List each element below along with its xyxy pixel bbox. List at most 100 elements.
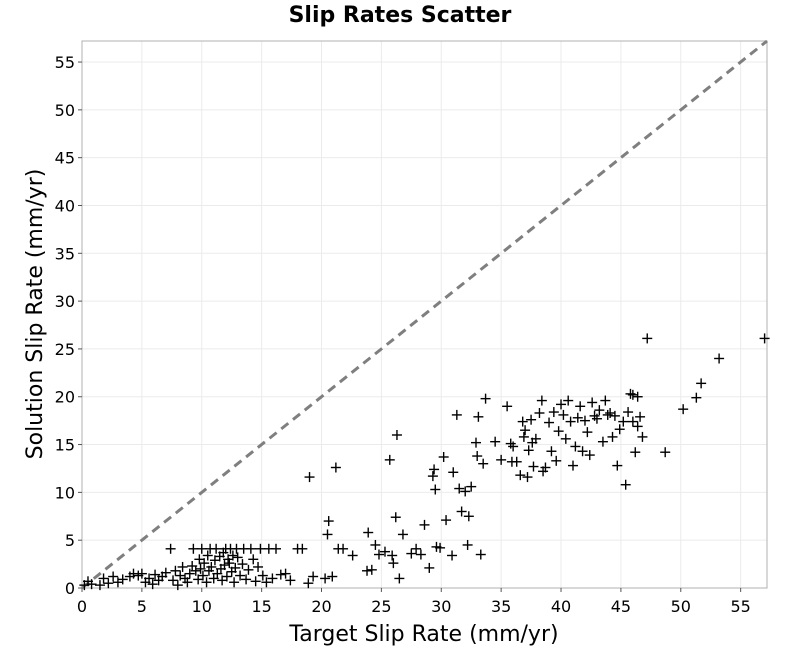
data-point — [577, 446, 588, 457]
data-point — [560, 433, 571, 444]
reference-line — [81, 39, 768, 590]
data-point — [160, 567, 171, 578]
data-point — [567, 460, 578, 471]
x-tick-label: 0 — [77, 597, 87, 616]
data-point — [429, 464, 440, 475]
data-point — [370, 539, 381, 550]
y-tick-label: 25 — [55, 340, 75, 359]
data-point — [575, 401, 586, 412]
data-point — [607, 431, 618, 442]
data-point — [627, 389, 638, 400]
data-point — [363, 527, 374, 538]
data-point — [438, 451, 449, 462]
y-tick-label: 55 — [55, 53, 75, 72]
data-point — [451, 409, 462, 420]
data-point — [526, 414, 537, 425]
data-point — [411, 543, 422, 554]
data-point — [373, 549, 384, 560]
data-point — [587, 397, 598, 408]
x-tick-label: 35 — [491, 597, 511, 616]
data-point — [551, 455, 562, 466]
y-axis-ticks: 0 5 10 15 20 25 30 35 40 45 50 55 — [55, 53, 82, 598]
data-point — [211, 543, 222, 554]
data-point — [602, 409, 613, 420]
data-point — [172, 580, 183, 591]
data-point — [546, 446, 557, 457]
data-point — [660, 447, 671, 458]
data-point — [490, 436, 501, 447]
data-point — [241, 574, 252, 585]
data-point — [419, 519, 430, 530]
data-point — [248, 554, 259, 565]
data-point — [518, 431, 529, 442]
data-point — [330, 462, 341, 473]
y-tick-label: 10 — [55, 483, 75, 502]
x-tick-label: 50 — [671, 597, 691, 616]
x-tick-label: 45 — [611, 597, 631, 616]
data-point — [609, 410, 620, 421]
data-point — [582, 427, 593, 438]
data-point — [612, 460, 623, 471]
data-point — [430, 484, 441, 495]
y-tick-label: 20 — [55, 388, 75, 407]
data-point — [462, 539, 473, 550]
data-point — [597, 436, 608, 447]
data-point — [320, 573, 331, 584]
y-tick-label: 5 — [65, 531, 75, 550]
x-tick-label: 15 — [251, 597, 271, 616]
x-axis-ticks: 0 5 10 15 20 25 30 35 40 45 50 55 — [77, 588, 751, 616]
x-tick-label: 10 — [192, 597, 212, 616]
data-point — [197, 570, 208, 581]
data-point — [237, 559, 248, 570]
data-point — [625, 388, 636, 399]
y-tick-label: 45 — [55, 149, 75, 168]
data-point — [522, 472, 533, 483]
data-point — [230, 562, 241, 573]
data-point — [235, 570, 246, 581]
data-point — [323, 516, 334, 527]
data-point — [177, 561, 188, 572]
data-point — [397, 529, 408, 540]
data-point — [565, 416, 576, 427]
data-point — [435, 542, 446, 553]
data-point — [475, 549, 486, 560]
data-point — [165, 543, 176, 554]
data-point — [253, 561, 264, 572]
data-point — [515, 470, 526, 481]
x-tick-label: 55 — [730, 597, 750, 616]
data-point — [520, 425, 531, 436]
data-point — [201, 577, 212, 588]
data-point — [379, 546, 390, 557]
data-point — [257, 570, 268, 581]
data-point — [243, 564, 254, 575]
data-point — [600, 395, 611, 406]
data-point — [170, 565, 181, 576]
data-point — [308, 571, 319, 582]
data-point — [136, 568, 147, 579]
data-point — [206, 561, 217, 572]
data-point — [261, 577, 272, 588]
data-point — [759, 333, 770, 344]
data-point — [480, 393, 491, 404]
data-point — [86, 579, 97, 590]
x-axis-label: Target Slip Rate (mm/yr) — [288, 622, 558, 647]
data-point — [447, 550, 458, 561]
data-point — [366, 564, 377, 575]
data-point — [327, 571, 338, 582]
data-point — [304, 472, 315, 483]
data-points — [79, 333, 770, 591]
data-point — [456, 506, 467, 517]
y-tick-label: 35 — [55, 244, 75, 263]
data-point — [614, 424, 625, 435]
data-point — [221, 571, 232, 582]
data-point — [570, 441, 581, 452]
data-point — [563, 395, 574, 406]
data-point — [271, 543, 282, 554]
data-point — [508, 441, 519, 452]
x-tick-label: 30 — [431, 597, 451, 616]
data-point — [168, 575, 179, 586]
data-point — [150, 569, 161, 580]
data-point — [517, 416, 528, 427]
data-point — [232, 552, 243, 563]
